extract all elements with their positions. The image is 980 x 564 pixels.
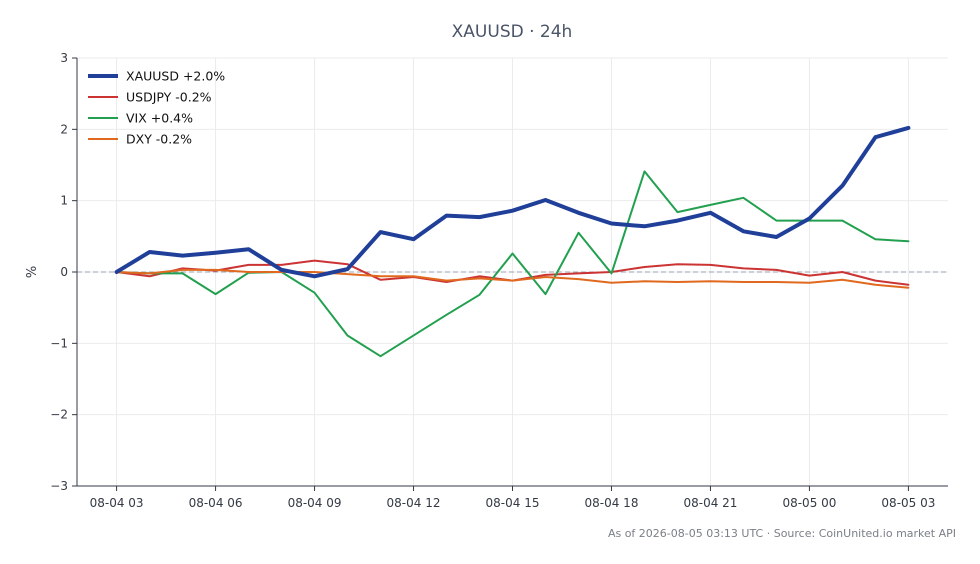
series-line-vix (115, 170, 910, 358)
x-tick-label: 08-04 18 (585, 496, 639, 510)
legend-item: VIX +0.4% (88, 111, 193, 126)
y-tick-label: −1 (50, 336, 68, 350)
legend-label: VIX +0.4% (126, 111, 193, 126)
y-tick-label: 2 (60, 122, 68, 136)
y-tick-label: 1 (60, 194, 68, 208)
x-tick-label: 08-04 21 (683, 496, 737, 510)
legend-item: USDJPY -0.2% (88, 90, 212, 105)
x-tick-label: 08-05 03 (881, 496, 935, 510)
legend-label: DXY -0.2% (126, 132, 192, 147)
legend: XAUUSD +2.0% USDJPY -0.2% VIX +0.4% DXY -0.… (88, 69, 225, 147)
y-tick-label: −3 (50, 479, 68, 493)
y-tick-label: 3 (60, 51, 68, 65)
axes: −3 −2 −1 0 1 2 3 08-04 03 08-04 06 08-04 09 08-04 … (50, 51, 948, 510)
legend-label: USDJPY -0.2% (126, 90, 212, 105)
x-tick-label: 08-05 00 (782, 496, 836, 510)
series-line-dxy (115, 268, 910, 289)
y-tick-label: −2 (50, 408, 68, 422)
series-lines (114, 125, 911, 358)
x-tick-label: 08-04 03 (90, 496, 144, 510)
x-tick-label: 08-04 09 (288, 496, 342, 510)
x-tick-label: 08-04 12 (387, 496, 441, 510)
source-footer: As of 2026-08-05 03:13 UTC · Source: Coi… (608, 527, 956, 540)
legend-item: XAUUSD +2.0% (88, 69, 225, 84)
x-tick-label: 08-04 06 (189, 496, 243, 510)
legend-item: DXY -0.2% (88, 132, 192, 147)
x-tick-label: 08-04 15 (486, 496, 540, 510)
legend-label: XAUUSD +2.0% (126, 69, 225, 84)
y-tick-label: 0 (60, 265, 68, 279)
chart-title: XAUUSD · 24h (452, 22, 573, 42)
series-line-xauusd (114, 125, 911, 279)
y-axis-label: % (25, 266, 40, 278)
